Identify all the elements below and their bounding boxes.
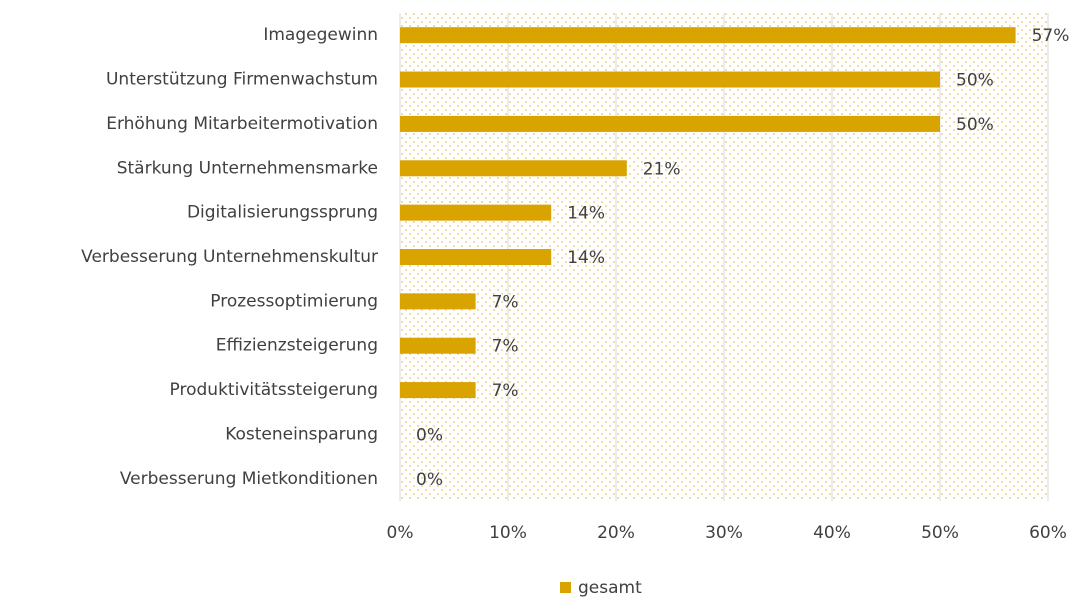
x-tick-label: 60% [1029, 523, 1067, 543]
y-tick-label: Prozessoptimierung [210, 291, 378, 311]
y-tick-label: Effizienzsteigerung [216, 336, 378, 356]
y-tick-label: Produktivitätssteigerung [170, 380, 378, 400]
value-label: 7% [492, 381, 519, 401]
value-label: 50% [956, 115, 994, 135]
bar [400, 71, 940, 88]
legend-label: gesamt [578, 578, 642, 598]
x-tick-label: 10% [489, 523, 527, 543]
value-label: 50% [956, 71, 994, 91]
bar [400, 204, 552, 221]
y-tick-label: Verbesserung Unternehmenskultur [81, 247, 378, 267]
value-label: 0% [416, 425, 443, 445]
value-label: 14% [567, 248, 605, 268]
x-tick-label: 50% [921, 523, 959, 543]
y-tick-label: Digitalisierungssprung [187, 203, 378, 223]
bar [400, 27, 1016, 44]
x-tick-label: 30% [705, 523, 743, 543]
y-tick-label: Kosteneinsparung [225, 424, 378, 444]
value-label: 7% [492, 337, 519, 357]
value-label: 0% [416, 470, 443, 490]
y-tick-label: Verbesserung Mietkonditionen [120, 469, 378, 489]
value-label: 21% [643, 159, 681, 179]
x-tick-label: 20% [597, 523, 635, 543]
value-label: 57% [1032, 26, 1070, 46]
bar [400, 115, 940, 132]
x-tick-label: 40% [813, 523, 851, 543]
y-tick-label: Stärkung Unternehmensmarke [117, 158, 378, 178]
y-tick-label: Erhöhung Mitarbeitermotivation [106, 114, 378, 134]
bar [400, 293, 476, 310]
bar [400, 337, 476, 354]
value-label: 14% [567, 204, 605, 224]
y-tick-label: Unterstützung Firmenwachstum [106, 70, 378, 90]
bar [400, 249, 552, 265]
legend-swatch [560, 582, 571, 593]
x-tick-label: 0% [387, 523, 414, 543]
bar [400, 382, 476, 399]
y-tick-label: Imagegewinn [263, 25, 378, 45]
value-label: 7% [492, 292, 519, 312]
bar [400, 160, 627, 177]
